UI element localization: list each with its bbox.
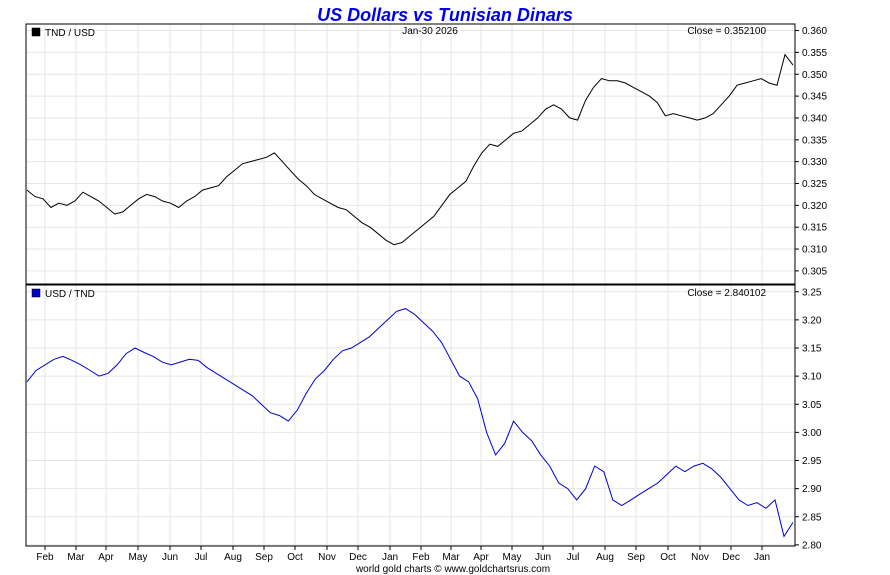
y-tick-label: 0.305: [802, 266, 827, 277]
y-tick-label: 0.355: [802, 48, 827, 59]
legend-label: TND / USD: [45, 28, 95, 39]
plot-frame: [25, 284, 796, 547]
y-tick-label: 3.15: [802, 344, 822, 355]
x-tick-label: Jul: [567, 552, 580, 563]
tnd-usd-panel: 0.305 0.310 0.315 0.320 0.325 0.330 0.335 0.340…: [25, 23, 827, 285]
x-tick-label: Apr: [473, 552, 489, 563]
x-tick-label: Aug: [224, 552, 242, 563]
x-tick-label: Jun: [535, 552, 551, 563]
x-tick-label: Mar: [442, 552, 460, 563]
y-tick-label: 0.315: [802, 223, 827, 234]
y-tick-label: 3.25: [802, 287, 822, 298]
x-tick-label: Apr: [98, 552, 114, 563]
y-tick-label: 2.80: [802, 540, 822, 551]
y-tick-label: 0.335: [802, 135, 827, 146]
x-tick-label: Oct: [287, 552, 303, 563]
x-tick-label: Feb: [412, 552, 430, 563]
x-tick-label: Nov: [691, 552, 709, 563]
y-tick-label: 0.330: [802, 157, 827, 168]
x-tick-label: Oct: [660, 552, 676, 563]
x-tick-label: May: [503, 552, 522, 563]
legend-swatch: [31, 288, 41, 298]
x-tick-label: Jun: [162, 552, 178, 563]
x-tick-label: Jul: [195, 552, 208, 563]
x-tick-label: Jan: [754, 552, 770, 563]
plot-frame: [25, 23, 796, 285]
x-tick-label: Dec: [722, 552, 740, 563]
y-tick-label: 0.350: [802, 70, 827, 81]
footer-credit: world gold charts © www.goldchartsrus.co…: [355, 564, 550, 575]
y-tick-label: 0.345: [802, 92, 827, 103]
y-tick-label: 3.00: [802, 428, 822, 439]
x-tick-label: May: [129, 552, 148, 563]
date-label: Jan-30 2026: [402, 26, 458, 37]
x-tick-label: Sep: [627, 552, 645, 563]
y-tick-label: 0.360: [802, 26, 827, 37]
y-tick-label: 3.05: [802, 400, 822, 411]
usd-tnd-panel: 2.80 2.85 2.90 2.95 3.00 3.05 3.10 3.15 3.20 3.25…: [25, 284, 822, 563]
x-tick-label: Aug: [596, 552, 614, 563]
x-tick-label: Dec: [349, 552, 367, 563]
y-tick-label: 2.90: [802, 484, 822, 495]
close-label: Close = 0.352100: [687, 26, 766, 37]
y-tick-label: 0.325: [802, 179, 827, 190]
x-tick-label: Nov: [318, 552, 336, 563]
close-label: Close = 2.840102: [687, 288, 766, 299]
legend-swatch: [31, 27, 41, 37]
series-line: [26, 308, 794, 538]
legend-label: USD / TND: [45, 289, 95, 300]
x-tick-label: Sep: [255, 552, 273, 563]
x-tick-label: Jan: [382, 552, 398, 563]
y-tick-label: 0.310: [802, 245, 827, 256]
y-tick-label: 2.85: [802, 512, 822, 523]
series-line: [26, 53, 794, 246]
x-tick-label: Mar: [67, 552, 85, 563]
y-tick-label: 3.10: [802, 372, 822, 383]
y-tick-label: 0.340: [802, 113, 827, 124]
y-tick-label: 3.20: [802, 315, 822, 326]
x-tick-label: Feb: [36, 552, 54, 563]
y-tick-label: 2.95: [802, 456, 822, 467]
y-tick-label: 0.320: [802, 201, 827, 212]
chart-title: US Dollars vs Tunisian Dinars: [317, 5, 573, 25]
